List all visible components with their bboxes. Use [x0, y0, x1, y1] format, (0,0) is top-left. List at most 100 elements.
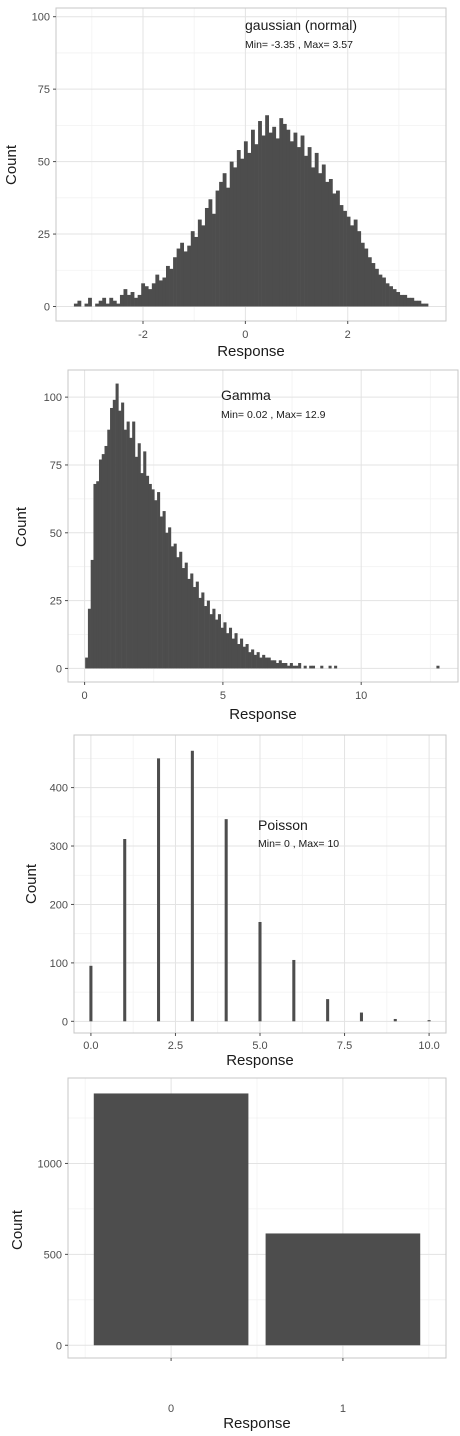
histogram-bar — [85, 657, 89, 669]
histogram-bar — [176, 557, 180, 669]
histogram-bar — [157, 492, 161, 669]
distribution-label: Gamma — [221, 387, 271, 403]
histogram-bar — [436, 665, 440, 669]
histogram-bar — [334, 665, 338, 669]
histogram-bar — [198, 597, 202, 669]
histogram-bar — [270, 660, 274, 669]
y-tick-label: 100 — [44, 392, 62, 404]
gaussian-histogram-panel: 0 25 50 75 100 -2 0 2 Response Count gaussian (nor… — [0, 0, 460, 362]
x-tick-label: 5.0 — [252, 1040, 267, 1052]
histogram-bar — [284, 663, 288, 669]
histogram-bar — [371, 263, 376, 307]
histogram-bar — [259, 657, 263, 669]
y-tick-label: 100 — [50, 958, 68, 970]
histogram-bar — [236, 150, 241, 307]
y-tick-label: 500 — [44, 1249, 62, 1261]
histogram-bar — [187, 578, 191, 669]
histogram-bar — [311, 665, 316, 669]
histogram-bar — [173, 543, 177, 669]
histogram-bar — [410, 297, 415, 307]
histogram-bar — [159, 516, 163, 669]
histogram-bar — [289, 141, 294, 307]
binary-bar-chart-panel: 0 500 1000 0 1 Response Count — [0, 1070, 460, 1436]
y-tick-label: 300 — [50, 841, 68, 853]
histogram-bar — [226, 187, 231, 307]
y-axis: 0 500 1000 — [38, 1158, 68, 1352]
bar — [265, 1233, 421, 1346]
histogram-bar — [357, 231, 362, 307]
histogram-bar — [389, 286, 393, 307]
min-max-label: Min= -3.35 , Max= 3.57 — [245, 39, 353, 51]
histogram-bar — [208, 199, 213, 307]
histogram-bar — [226, 633, 230, 669]
histogram-bar — [273, 660, 277, 669]
histogram-bar — [155, 274, 160, 307]
histogram-bar — [169, 268, 174, 307]
histogram-bar — [107, 429, 111, 669]
histogram-bar — [267, 657, 271, 669]
x-tick-label: -2 — [138, 329, 148, 341]
histogram-bar — [201, 225, 206, 307]
histogram-bar — [73, 303, 78, 307]
histogram-bar — [101, 454, 105, 669]
histogram-bar — [367, 257, 372, 307]
x-tick-label: 10 — [355, 690, 367, 702]
histogram-bar — [261, 135, 266, 307]
histogram-bar — [424, 303, 429, 307]
poisson-bar-chart-panel: 0 100 200 300 400 0.0 2.5 5.0 7.5 10.0 Response Cou… — [0, 727, 460, 1070]
histogram-bar — [162, 511, 166, 669]
histogram-bar — [104, 445, 108, 669]
distribution-label: gaussian (normal) — [245, 17, 357, 33]
histogram-bar — [180, 242, 185, 307]
histogram-bar — [339, 205, 344, 307]
histogram-bar — [148, 483, 152, 669]
histogram-bar — [292, 665, 296, 669]
bar — [326, 999, 330, 1022]
histogram-bar — [251, 129, 255, 307]
histogram-bar — [181, 568, 186, 669]
bar — [224, 819, 228, 1022]
x-tick-label: 2 — [345, 329, 351, 341]
histogram-bar — [87, 608, 91, 669]
histogram-bar — [321, 164, 326, 307]
histogram-bar — [109, 297, 114, 307]
histogram-bar — [176, 248, 181, 307]
histogram-bar — [254, 144, 259, 307]
histogram-bar — [406, 297, 411, 307]
histogram-bar — [187, 245, 192, 307]
histogram-bar — [307, 147, 312, 307]
y-tick-label: 25 — [50, 596, 62, 608]
histogram-bar — [217, 614, 221, 669]
histogram-bar — [148, 289, 153, 307]
histogram-bar — [336, 190, 340, 307]
histogram-bar — [112, 399, 116, 669]
histogram-bar — [328, 178, 333, 307]
histogram-bar — [151, 283, 156, 307]
histogram-bar — [123, 289, 128, 307]
histogram-bar — [132, 421, 136, 669]
histogram-bar — [332, 193, 337, 307]
histogram-bar — [272, 126, 277, 307]
histogram-bar — [275, 138, 280, 307]
histogram-bar — [240, 638, 244, 669]
min-max-label: Min= 0 , Max= 10 — [258, 838, 339, 850]
histogram-bar — [88, 297, 92, 307]
histogram-bar — [137, 294, 142, 307]
gamma-histogram: 0 25 50 75 100 0 5 10 Response Count Gamma Min= 0.0… — [13, 369, 459, 723]
histogram-bar — [206, 600, 210, 669]
histogram-bar — [287, 665, 291, 669]
histogram-bar — [228, 627, 233, 669]
y-tick-label: 25 — [38, 229, 50, 241]
histogram-bar — [278, 660, 282, 669]
histogram-bar — [282, 123, 287, 307]
histogram-bar — [127, 294, 131, 307]
histogram-bar — [170, 546, 174, 669]
panel-border — [67, 369, 459, 683]
histogram-bar — [251, 649, 255, 669]
histogram-bar — [413, 300, 418, 307]
histogram-bar — [95, 303, 100, 307]
x-tick-label: 7.5 — [337, 1040, 352, 1052]
histogram-bar — [293, 132, 298, 307]
x-tick-label: 5 — [220, 690, 226, 702]
